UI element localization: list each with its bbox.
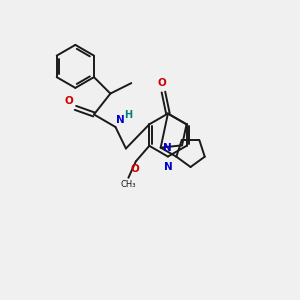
Text: O: O: [130, 164, 139, 174]
Text: N: N: [116, 115, 125, 125]
Text: O: O: [64, 96, 73, 106]
Text: N: N: [163, 142, 172, 153]
Text: H: H: [124, 110, 133, 119]
Text: CH₃: CH₃: [121, 180, 136, 189]
Text: N: N: [164, 162, 172, 172]
Text: O: O: [158, 79, 166, 88]
